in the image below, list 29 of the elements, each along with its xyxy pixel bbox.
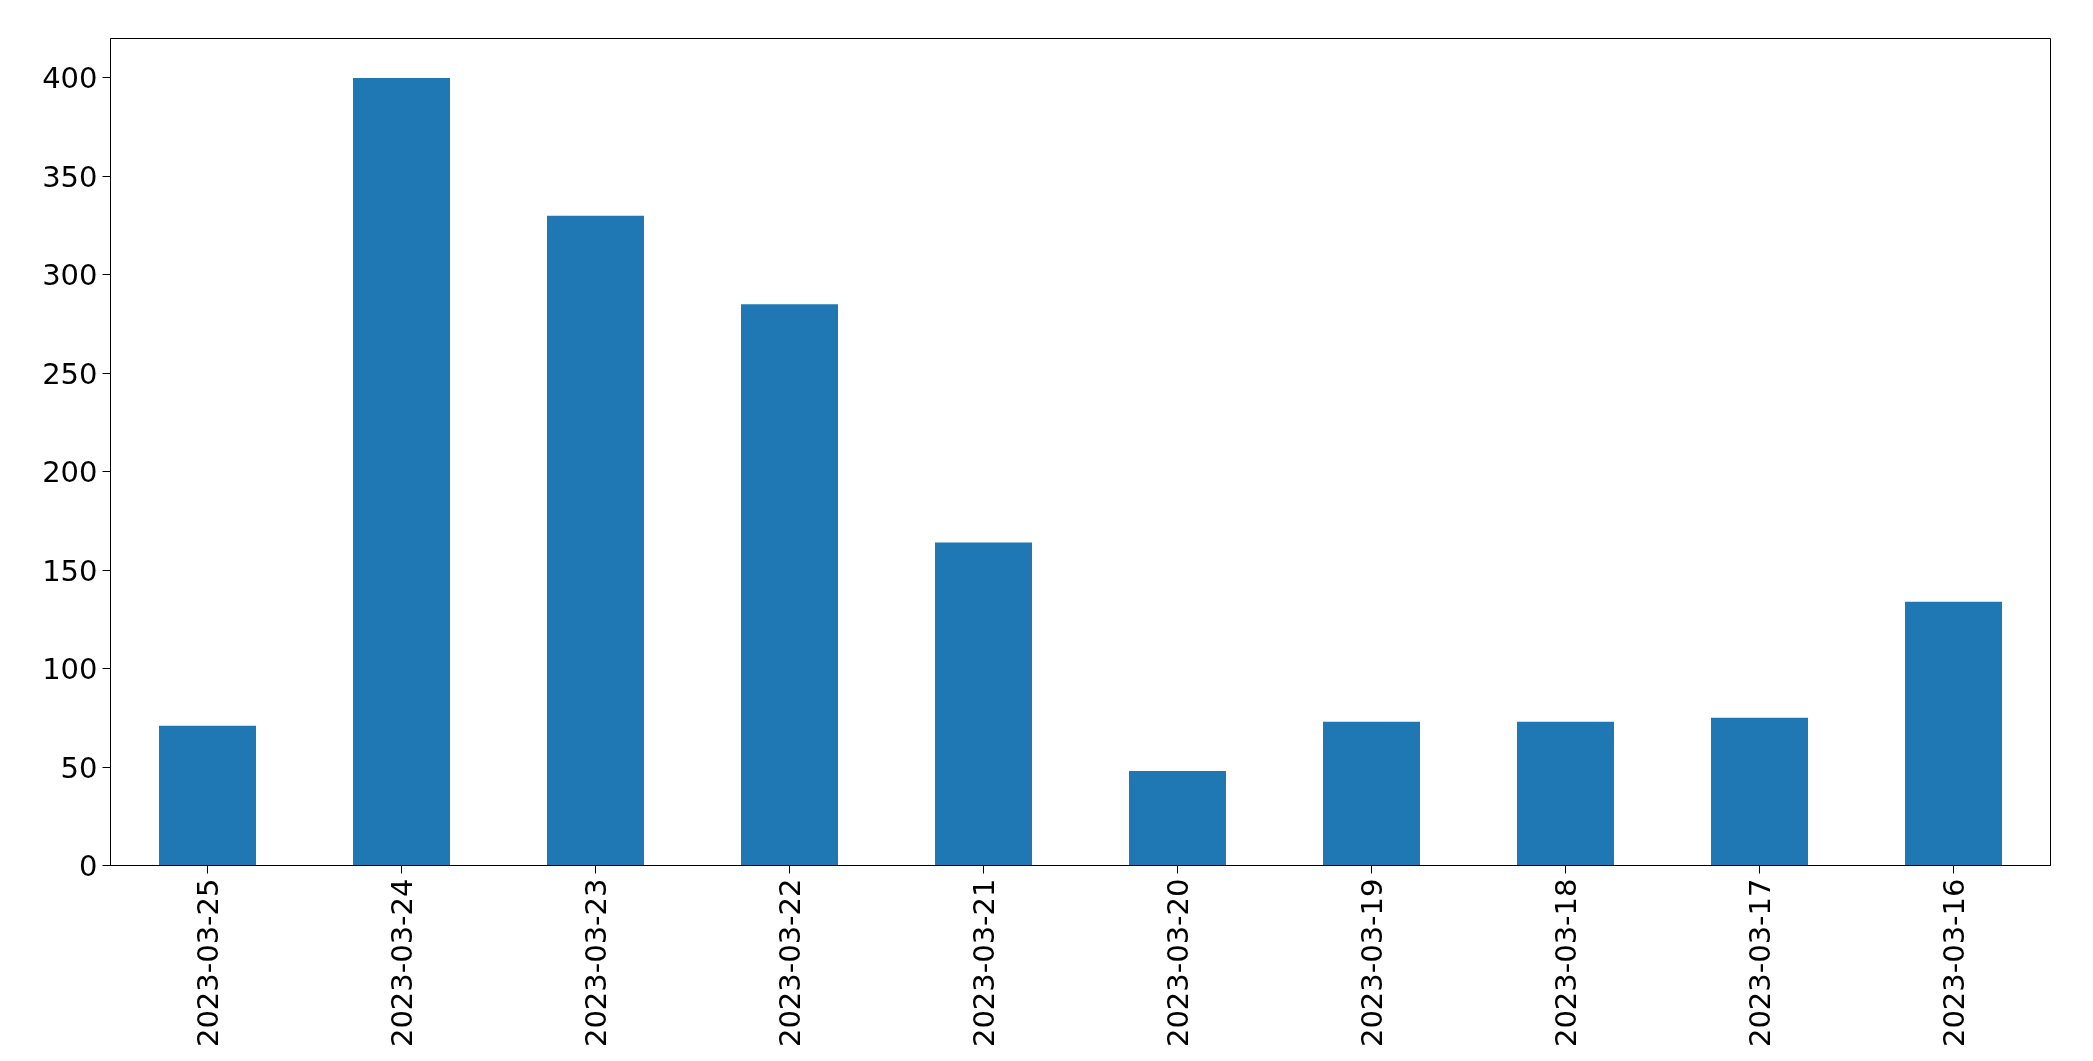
bar [353, 77, 450, 866]
y-tick-label: 350 [42, 159, 98, 194]
y-tick-label: 0 [79, 849, 98, 883]
y-tick-label: 50 [60, 750, 98, 785]
y-tick-label: 100 [42, 652, 98, 687]
y-tick-label: 400 [42, 61, 98, 96]
bar [1517, 721, 1614, 866]
x-tick-label: 2023-03-18 [1549, 878, 1583, 1048]
bar [1129, 770, 1226, 866]
x-tick-label: 2023-03-19 [1355, 878, 1389, 1048]
x-tick-label: 2023-03-20 [1161, 878, 1195, 1048]
bar [935, 542, 1032, 866]
x-tick-label: 2023-03-22 [773, 878, 807, 1048]
bar [1323, 721, 1420, 866]
x-tick-label: 2023-03-17 [1743, 878, 1777, 1048]
bar [1905, 601, 2002, 866]
y-tick-label: 250 [42, 356, 98, 391]
bar [1711, 717, 1808, 866]
bar [741, 304, 838, 866]
x-tick-label: 2023-03-16 [1937, 878, 1971, 1048]
y-tick-label: 200 [42, 455, 98, 490]
x-tick-label: 2023-03-21 [967, 878, 1001, 1048]
x-tick-label: 2023-03-25 [191, 878, 225, 1048]
bar [159, 725, 256, 866]
x-tick-label: 2023-03-23 [579, 878, 613, 1048]
y-tick-label: 300 [42, 258, 98, 293]
bar [547, 215, 644, 866]
y-tick-label: 150 [42, 553, 98, 588]
x-tick-label: 2023-03-24 [385, 878, 419, 1048]
